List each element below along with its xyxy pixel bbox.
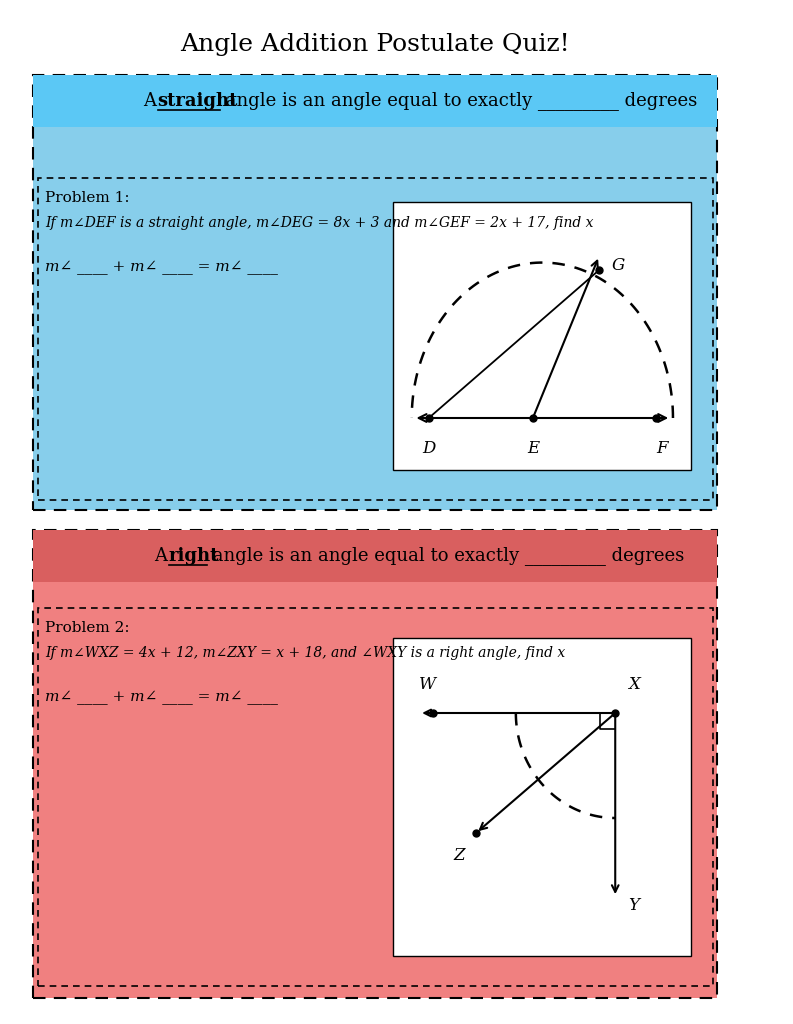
Polygon shape — [38, 178, 713, 500]
Polygon shape — [38, 608, 713, 986]
Text: straight: straight — [158, 92, 238, 110]
Text: Problem 1:: Problem 1: — [45, 191, 130, 205]
Text: W: W — [419, 676, 436, 693]
Text: Angle Addition Postulate Quiz!: Angle Addition Postulate Quiz! — [181, 34, 570, 56]
Polygon shape — [393, 638, 691, 956]
Text: If m∠WXZ = 4x + 12, m∠ZXY = x + 18, and ∠WXY is a right angle, find x: If m∠WXZ = 4x + 12, m∠ZXY = x + 18, and … — [45, 646, 565, 660]
Text: m∠ ____ + m∠ ____ = m∠ ____: m∠ ____ + m∠ ____ = m∠ ____ — [45, 691, 278, 706]
Text: Problem 2:: Problem 2: — [45, 621, 130, 635]
Text: If m∠DEF is a straight angle, m∠DEG = 8x + 3 and m∠GEF = 2x + 17, find x: If m∠DEF is a straight angle, m∠DEG = 8x… — [45, 216, 594, 230]
Text: Z: Z — [454, 847, 465, 864]
Polygon shape — [33, 75, 718, 127]
Text: F: F — [656, 440, 668, 457]
Text: m∠ ____ + m∠ ____ = m∠ ____: m∠ ____ + m∠ ____ = m∠ ____ — [45, 261, 278, 275]
Text: right: right — [169, 547, 219, 565]
Text: E: E — [527, 440, 539, 457]
Polygon shape — [393, 202, 691, 470]
Text: A: A — [154, 547, 173, 565]
Polygon shape — [33, 530, 718, 582]
Text: angle is an angle equal to exactly _________ degrees: angle is an angle equal to exactly _____… — [220, 91, 697, 111]
Text: Y: Y — [629, 897, 640, 914]
Text: D: D — [422, 440, 435, 457]
Polygon shape — [33, 75, 718, 510]
Polygon shape — [33, 530, 718, 998]
Text: X: X — [628, 676, 640, 693]
Text: G: G — [611, 257, 625, 274]
Text: angle is an angle equal to exactly _________ degrees: angle is an angle equal to exactly _____… — [207, 547, 684, 565]
Text: A: A — [143, 92, 162, 110]
